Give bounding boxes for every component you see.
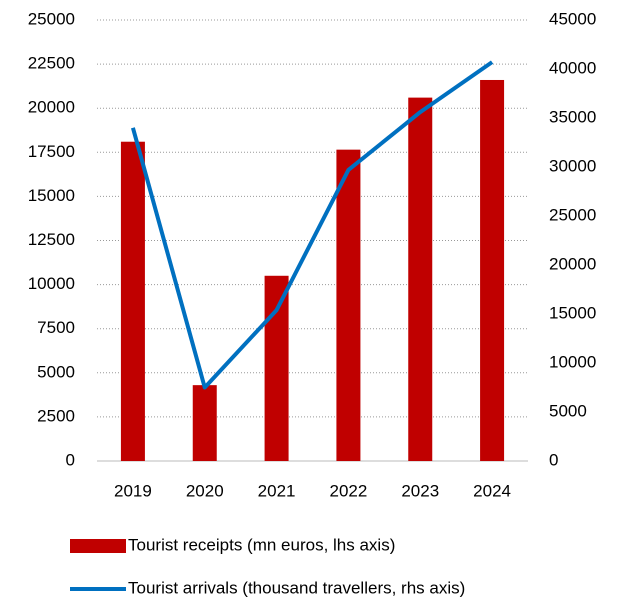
legend-label: Tourist receipts (mn euros, lhs axis) xyxy=(128,535,395,554)
bar xyxy=(408,97,433,461)
y-tick-label: 2500 xyxy=(37,406,75,425)
y2-tick-label: 45000 xyxy=(549,9,596,28)
bar xyxy=(264,275,289,461)
y-tick-label: 7500 xyxy=(37,318,75,337)
y-tick-label: 22500 xyxy=(28,54,75,73)
y2-tick-label: 20000 xyxy=(549,254,596,273)
y-tick-label: 5000 xyxy=(37,362,75,381)
y-tick-label: 10000 xyxy=(28,274,75,293)
y2-tick-label: 35000 xyxy=(549,107,596,126)
y2-tick-label: 10000 xyxy=(549,352,596,371)
y-tick-label: 0 xyxy=(66,450,75,469)
legend-swatch xyxy=(70,539,126,553)
bar xyxy=(120,141,145,461)
y-tick-label: 25000 xyxy=(28,9,75,28)
y-tick-label: 15000 xyxy=(28,186,75,205)
y2-tick-label: 30000 xyxy=(549,156,596,175)
x-tick-label: 2020 xyxy=(186,481,224,500)
x-tick-label: 2024 xyxy=(473,481,511,500)
x-tick-label: 2022 xyxy=(330,481,368,500)
y2-tick-label: 0 xyxy=(549,450,558,469)
y-tick-label: 20000 xyxy=(28,98,75,117)
y-tick-label: 17500 xyxy=(28,142,75,161)
x-tick-label: 2021 xyxy=(258,481,296,500)
y2-tick-label: 40000 xyxy=(549,58,596,77)
line xyxy=(130,60,494,390)
legend-label: Tourist arrivals (thousand travellers, r… xyxy=(128,578,465,597)
y2-tick-label: 15000 xyxy=(549,303,596,322)
y-tick-label: 12500 xyxy=(28,230,75,249)
x-tick-label: 2023 xyxy=(401,481,439,500)
bar xyxy=(192,385,217,461)
y2-tick-label: 25000 xyxy=(549,205,596,224)
x-tick-label: 2019 xyxy=(114,481,152,500)
y2-tick-label: 5000 xyxy=(549,401,587,420)
bar xyxy=(480,79,505,461)
bar xyxy=(336,149,361,462)
